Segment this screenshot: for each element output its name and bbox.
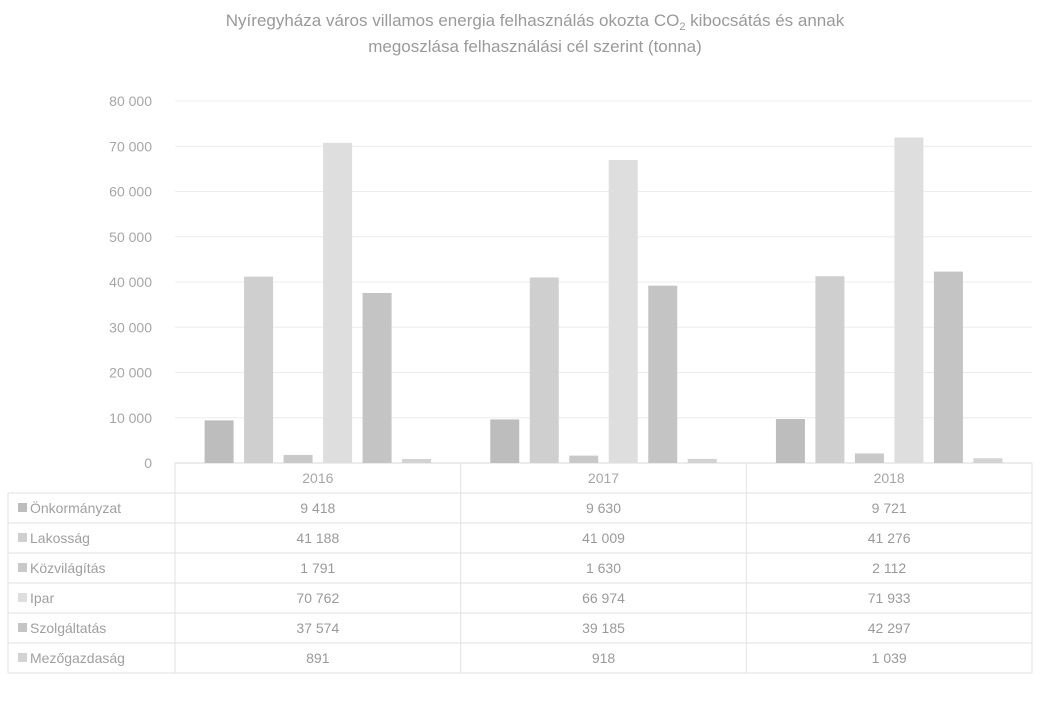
bar: [362, 292, 392, 463]
x-category-label: 2017: [588, 470, 619, 486]
x-category-label: 2018: [874, 470, 905, 486]
data-label: 41 276: [868, 530, 911, 546]
legend-entry: Közvilágítás: [30, 560, 105, 576]
data-label: 1 630: [586, 560, 621, 576]
bar: [687, 458, 717, 463]
y-tick-label: 10 000: [109, 410, 152, 426]
legend-entry: Szolgáltatás: [30, 620, 106, 636]
data-label: 2 112: [872, 560, 906, 576]
data-label: 70 762: [296, 590, 339, 606]
data-label: 918: [592, 650, 616, 666]
data-label: 9 630: [586, 500, 621, 516]
y-tick-label: 40 000: [109, 274, 152, 290]
bar: [933, 271, 963, 463]
x-category-label: 2016: [302, 470, 333, 486]
data-label: 42 297: [868, 620, 911, 636]
data-label: 37 574: [296, 620, 339, 636]
legend-swatch: [18, 623, 27, 632]
y-tick-label: 60 000: [109, 184, 152, 200]
legend-entry: Mezőgazdaság: [30, 650, 125, 666]
bar: [854, 453, 884, 463]
chart-title-line-1-tail: kibocsátás és annak: [685, 11, 844, 30]
gridlines: [175, 100, 1032, 464]
bar: [283, 454, 313, 463]
data-label: 1 791: [300, 560, 335, 576]
bar: [569, 455, 599, 463]
chart-title-line-2: megoszlása felhasználási cél szerint (to…: [368, 37, 702, 56]
data-label: 1 039: [872, 650, 907, 666]
y-axis-ticks: 0 10 000 20 000 30 000 40 000 50 000 60 000 70 …: [109, 93, 152, 471]
legend-swatch: [18, 533, 27, 542]
bar: [204, 420, 234, 463]
chart-title-line-1: Nyíregyháza város villamos energia felha…: [226, 11, 845, 33]
data-table: 2016 2017 2018 Önkormányzat 9 418 9 630 9 721 L…: [7, 463, 1033, 674]
bar: [529, 277, 559, 463]
data-label: 39 185: [582, 620, 625, 636]
bar: [894, 137, 924, 463]
chart-title-line-1-text: Nyíregyháza város villamos energia felha…: [226, 11, 680, 30]
bar: [648, 285, 678, 463]
bar: [973, 458, 1003, 463]
legend-entry: Önkormányzat: [30, 499, 121, 516]
y-tick-label: 20 000: [109, 365, 152, 381]
y-tick-label: 30 000: [109, 319, 152, 335]
chart-title-subscript: 2: [679, 21, 685, 33]
bar: [402, 458, 432, 463]
data-label: 41 009: [582, 530, 625, 546]
data-label: 9 418: [300, 500, 335, 516]
legend-swatch: [18, 503, 27, 512]
data-label: 66 974: [582, 590, 625, 606]
chart-title: Nyíregyháza város villamos energia felha…: [226, 11, 845, 56]
data-label: 71 933: [868, 590, 911, 606]
legend-entry: Ipar: [30, 590, 54, 606]
bar: [815, 276, 845, 463]
data-label: 891: [306, 650, 330, 666]
legend-swatch: [18, 593, 27, 602]
bar: [608, 159, 638, 463]
y-tick-label: 80 000: [109, 93, 152, 109]
legend-swatch: [18, 653, 27, 662]
bar: [775, 419, 805, 463]
bar: [490, 419, 520, 463]
legend-entry: Lakosság: [30, 530, 90, 546]
y-tick-label: 50 000: [109, 229, 152, 245]
legend-swatch: [18, 563, 27, 572]
bars: [204, 137, 1003, 464]
y-tick-label: 0: [144, 455, 152, 471]
bar: [244, 276, 274, 463]
data-label: 41 188: [296, 530, 339, 546]
data-label: 9 721: [872, 500, 907, 516]
y-tick-label: 70 000: [109, 138, 152, 154]
bar: [323, 142, 353, 464]
